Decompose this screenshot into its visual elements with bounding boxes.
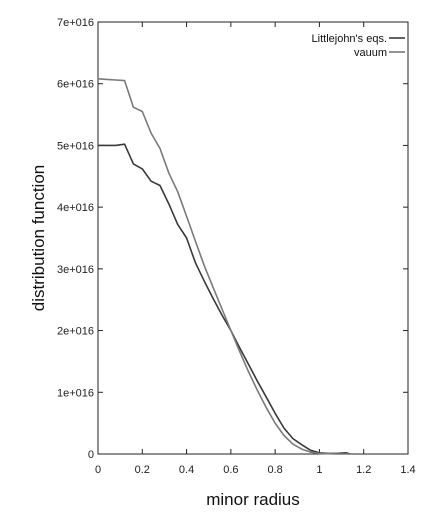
y-tick-label: 0 <box>88 449 94 461</box>
legend-label: vauum <box>354 47 387 59</box>
y-tick-label: 6e+016 <box>57 79 94 91</box>
plot-frame <box>97 21 409 455</box>
y-tick-label: 7e+016 <box>57 17 94 29</box>
x-axis-title: minor radius <box>206 490 300 509</box>
y-tick-label: 3e+016 <box>57 264 94 276</box>
x-tick-label: 1 <box>316 464 322 476</box>
legend-label: Littlejohn's eqs. <box>312 33 387 45</box>
x-tick-label: 1.4 <box>400 464 415 476</box>
series-layer <box>97 78 351 455</box>
axis-ticks: 0 0.2 0.4 0.6 0.8 1 1.2 1.4 0 1e+016 2e+016 3e+016 4… <box>57 17 416 476</box>
series-line-littlejohn-eqs <box>98 143 351 455</box>
y-axis-title: distribution function <box>29 165 48 311</box>
y-tick-label: 1e+016 <box>57 387 94 399</box>
series-line-vauum <box>97 78 351 455</box>
y-tick-label: 5e+016 <box>57 140 94 152</box>
x-tick-label: 0 <box>95 464 101 476</box>
y-tick-label: 2e+016 <box>57 326 94 338</box>
x-tick-label: 0.2 <box>135 464 150 476</box>
x-tick-label: 0.6 <box>223 464 238 476</box>
legend: Littlejohn's eqs. vauum <box>312 33 405 59</box>
x-tick-label: 0.8 <box>267 464 282 476</box>
x-tick-label: 0.4 <box>179 464 194 476</box>
x-tick-label: 1.2 <box>356 464 371 476</box>
y-tick-label: 4e+016 <box>57 202 94 214</box>
